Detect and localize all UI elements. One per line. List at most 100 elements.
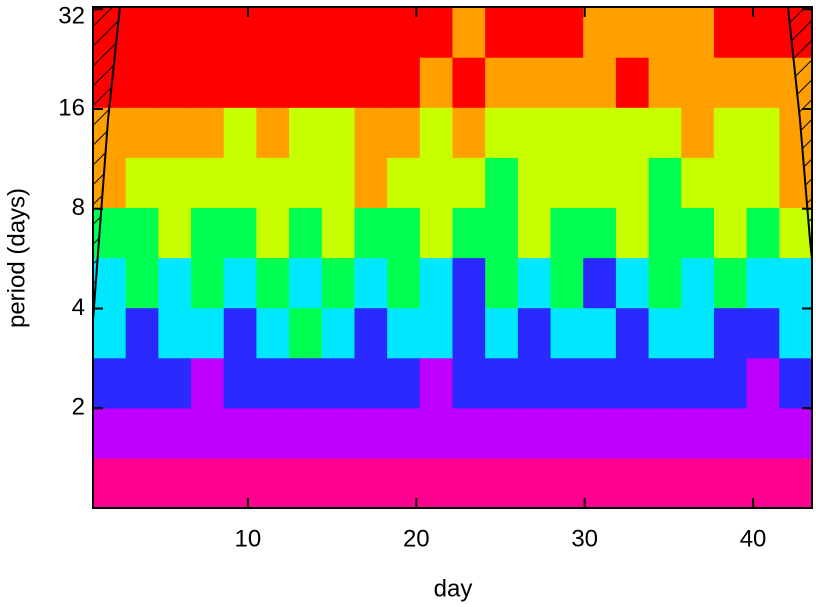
heat-cell — [191, 207, 225, 259]
heat-cell — [648, 207, 682, 259]
heat-cell — [713, 207, 748, 259]
heat-cell — [485, 457, 519, 509]
heat-cell — [158, 407, 192, 459]
heat-cell — [223, 157, 258, 208]
heat-cell — [125, 457, 159, 509]
heat-cell — [746, 207, 780, 259]
heat-cell — [125, 407, 159, 459]
heat-cell — [354, 57, 388, 108]
heat-cell — [583, 307, 617, 359]
heat-cell — [223, 107, 258, 158]
heat-cell — [583, 357, 617, 409]
heat-cell — [746, 457, 780, 509]
heat-cell — [550, 57, 584, 108]
heat-cell — [648, 307, 682, 359]
heat-cell — [681, 7, 715, 58]
heat-cell — [779, 407, 813, 459]
heat-cell — [550, 157, 584, 208]
heat-cell — [779, 457, 813, 509]
heat-cell — [354, 307, 388, 359]
heat-cell — [485, 157, 519, 208]
heat-cell — [648, 257, 682, 309]
heat-cell — [387, 7, 421, 58]
heat-cell — [223, 7, 258, 58]
heat-cell — [583, 57, 617, 108]
heat-cell — [321, 457, 356, 509]
heat-cell — [681, 357, 715, 409]
heat-cell — [93, 457, 127, 509]
heat-cell — [387, 157, 421, 208]
heat-cell — [485, 7, 519, 58]
heat-cell — [615, 357, 650, 409]
heat-cell — [125, 57, 159, 108]
y-tick-label: 8 — [72, 194, 85, 221]
heat-cell — [191, 457, 225, 509]
heat-cell — [321, 407, 356, 459]
heat-cell — [419, 407, 454, 459]
heat-cell — [452, 57, 486, 108]
heat-cell — [191, 407, 225, 459]
heat-cell — [550, 107, 584, 158]
heat-cell — [713, 357, 748, 409]
heat-cell — [93, 307, 127, 359]
heat-cell — [256, 407, 290, 459]
heat-cell — [321, 357, 356, 409]
heat-cell — [615, 407, 650, 459]
heat-cell — [419, 107, 454, 158]
heat-cell — [615, 57, 650, 108]
heat-cell — [256, 57, 290, 108]
heat-cell — [648, 457, 682, 509]
heat-cell — [223, 357, 258, 409]
heat-cell — [387, 107, 421, 158]
heat-cell — [191, 7, 225, 58]
heat-cell — [681, 407, 715, 459]
heat-cell — [125, 307, 159, 359]
heat-cell — [583, 257, 617, 309]
heat-cell — [550, 7, 584, 58]
heat-cell — [681, 207, 715, 259]
heat-cell — [746, 257, 780, 309]
heat-cell — [158, 7, 192, 58]
heat-cell — [615, 307, 650, 359]
heat-cell — [93, 407, 127, 459]
heat-cell — [713, 57, 748, 108]
heat-cell — [681, 457, 715, 509]
heat-cell — [354, 107, 388, 158]
heat-cell — [321, 257, 356, 309]
heat-cell — [223, 457, 258, 509]
heat-cell — [452, 357, 486, 409]
heat-cell — [583, 7, 617, 58]
y-tick-label: 4 — [72, 294, 85, 321]
heat-cell — [746, 7, 780, 58]
heat-cell — [191, 57, 225, 108]
heat-cell — [713, 7, 748, 58]
heat-cell — [681, 157, 715, 208]
heat-cell — [354, 157, 388, 208]
heat-cell — [354, 7, 388, 58]
heat-cell — [419, 157, 454, 208]
heat-cell — [779, 307, 813, 359]
heat-cell — [321, 7, 356, 58]
heat-cell — [485, 57, 519, 108]
heat-cell — [615, 7, 650, 58]
heat-cell — [452, 307, 486, 359]
heat-cell — [419, 257, 454, 309]
heat-cell — [256, 107, 290, 158]
heat-cell — [321, 207, 356, 259]
heat-cell — [485, 357, 519, 409]
heat-cell — [517, 107, 552, 158]
heat-cell — [256, 157, 290, 208]
x-tick-label: 30 — [571, 525, 598, 552]
y-tick-label: 32 — [58, 2, 85, 29]
x-tick-label: 10 — [235, 525, 262, 552]
heat-cell — [256, 257, 290, 309]
heat-cell — [419, 57, 454, 108]
x-tick-label: 20 — [403, 525, 430, 552]
heat-cell — [223, 207, 258, 259]
heat-cell — [648, 57, 682, 108]
heat-cell — [746, 307, 780, 359]
heat-cell — [713, 257, 748, 309]
heat-cell — [125, 357, 159, 409]
heat-cell — [517, 307, 552, 359]
heat-cell — [517, 157, 552, 208]
